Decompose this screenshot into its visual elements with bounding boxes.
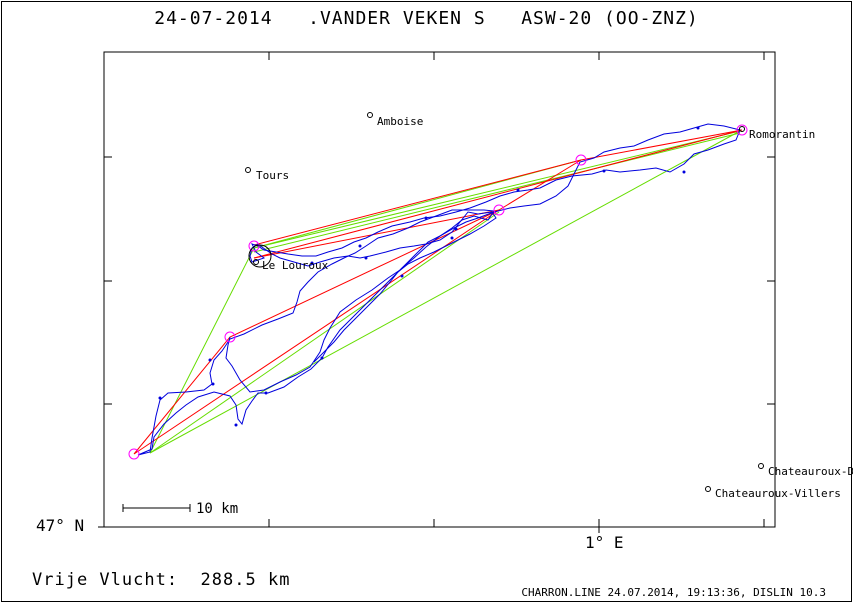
map-frame [103, 51, 776, 528]
program-info: CHARRON.LINE 24.07.2014, 19:13:36, DISLI… [521, 586, 826, 599]
place-marker-romorantin [739, 126, 745, 132]
gps-track-outbound [225, 123, 741, 393]
free-flight-distance: Vrije Vlucht: 288.5 km [32, 570, 290, 590]
place-romorantin: Romorantin [749, 128, 815, 141]
optimized-route [149, 130, 741, 454]
turnpoint-5 [736, 124, 748, 136]
gps-track [137, 209, 495, 456]
place-marker-chateauroux-d [758, 463, 764, 469]
place-chateauroux-d: Chateauroux-D [768, 465, 853, 478]
lon-ticks [268, 52, 765, 533]
place-marker-le-louroux [253, 259, 259, 265]
place-tours: Tours [256, 169, 289, 182]
turnpoint-4 [575, 154, 587, 166]
flight-title: 24-07-2014 .VANDER VEKEN S ASW-20 (OO-ZN… [0, 8, 853, 29]
turnpoint-3 [248, 240, 260, 252]
flight-date: 24-07-2014 [154, 8, 273, 29]
scale-bar-label: 10 km [196, 501, 238, 517]
pilot-name: .VANDER VEKEN S [308, 8, 486, 29]
turnpoints [128, 124, 748, 460]
turnpoint-1 [224, 331, 236, 343]
place-labels: Amboise Tours Romorantin Le Louroux Chat… [245, 112, 853, 500]
place-marker-amboise [367, 112, 373, 118]
glider-type: ASW-20 (OO-ZNZ) [521, 8, 699, 29]
place-amboise: Amboise [377, 115, 423, 128]
home-airfield-circle [248, 244, 272, 268]
place-marker-tours [245, 167, 251, 173]
track-fixes [158, 126, 700, 427]
lat-label: 47° N [36, 516, 84, 535]
distance-value: 288.5 km [200, 570, 291, 590]
turnpoint-2 [493, 204, 505, 216]
task-legs [133, 129, 743, 455]
place-le-louroux: Le Louroux [262, 259, 329, 272]
distance-label: Vrije Vlucht: [32, 570, 179, 590]
place-marker-chateauroux-villers [705, 486, 711, 492]
scale-bar: 10 km [122, 501, 238, 517]
place-chateauroux-villers: Chateauroux-Villers [715, 487, 841, 500]
lon-label: 1° E [585, 533, 624, 552]
lat-ticks [98, 156, 775, 528]
turnpoint-start [128, 448, 140, 460]
